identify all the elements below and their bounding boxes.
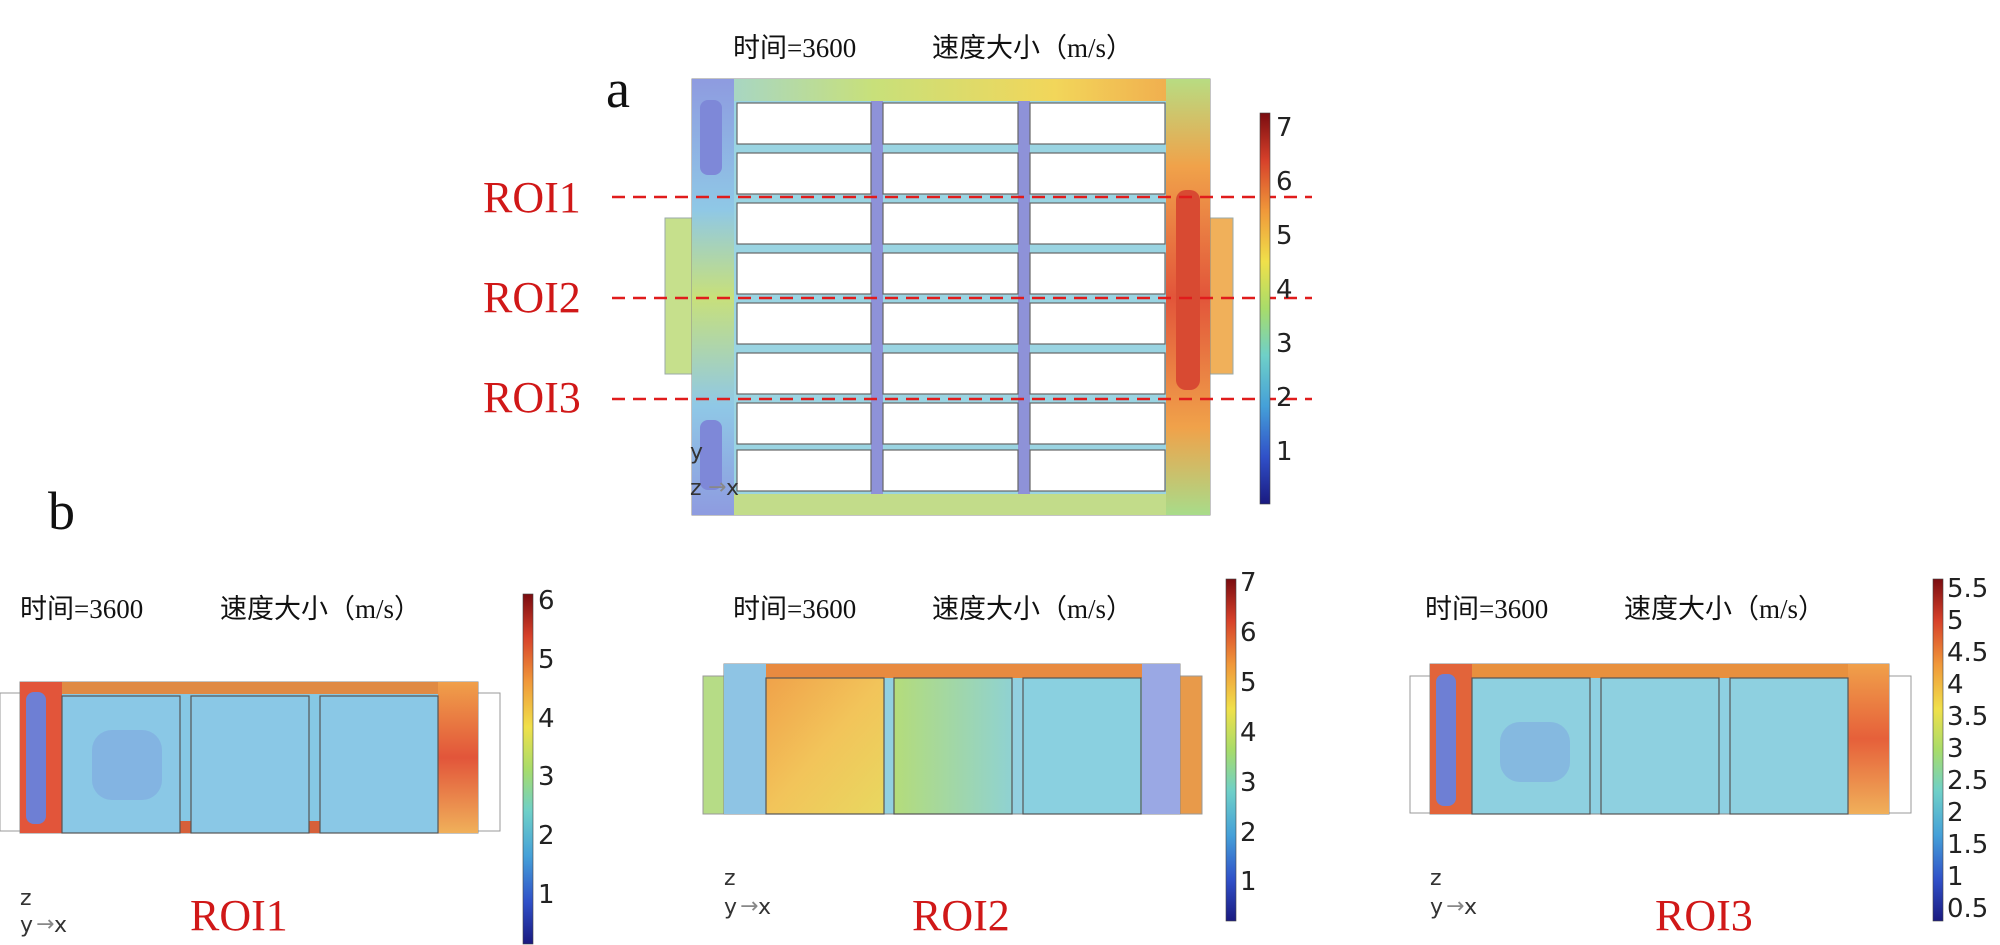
roi3-tick-4: 4	[1947, 670, 1964, 700]
panel-a-tick-7: 7	[1276, 113, 1293, 143]
roi3-tick-1-5: 1.5	[1947, 830, 1989, 860]
roi2-caption: ROI2	[912, 891, 1010, 940]
panel-a-tick-3: 3	[1276, 329, 1293, 359]
roi3-tick-3: 3	[1947, 734, 1964, 764]
roi1-time-label: 时间=3600	[20, 594, 144, 624]
panel-b-letter: b	[48, 481, 75, 541]
roi1-axis-arrow: →	[36, 912, 55, 937]
roi1-tick-4: 4	[538, 704, 555, 734]
roi3-axis-origin: y	[1430, 895, 1444, 920]
roi3-quantity-label: 速度大小（m/s）	[1624, 594, 1826, 624]
roi3-axis-arrow: →	[1446, 894, 1465, 919]
roi2-tick-2: 2	[1240, 818, 1257, 848]
panel-a-tick-5: 5	[1276, 221, 1293, 251]
roi3-axis-up: z	[1430, 866, 1442, 891]
roi2-time-label: 时间=3600	[733, 594, 857, 624]
roi3-tick-1: 1	[1947, 862, 1964, 892]
roi2-tick-1: 1	[1240, 867, 1257, 897]
roi2-tick-7: 7	[1240, 568, 1257, 598]
roi1-axis-right: x	[54, 913, 68, 938]
roi3-tick-2: 2	[1947, 798, 1964, 828]
roi3-tick-0-5: 0.5	[1947, 894, 1989, 924]
roi1-axis-up: z	[20, 886, 32, 911]
panel-a-colorbar	[1259, 112, 1271, 505]
roi1-tick-3: 3	[538, 762, 555, 792]
roi1-tick-1: 1	[538, 880, 555, 910]
panel-a-letter: a	[606, 59, 630, 119]
panel-a-axis-arrow: →	[708, 475, 727, 500]
roi2-axis-origin: y	[724, 895, 738, 920]
panel-a-axis-origin: z	[690, 476, 702, 501]
panel-a-roi3-label: ROI3	[483, 373, 581, 422]
roi3-tick-5: 5	[1947, 606, 1964, 636]
roi3-caption: ROI3	[1655, 891, 1753, 940]
roi3-colorbar	[1932, 578, 1944, 922]
roi1-tick-2: 2	[538, 821, 555, 851]
panel-a-tick-4: 4	[1276, 275, 1293, 305]
roi3-tick-3-5: 3.5	[1947, 702, 1989, 732]
roi3-tick-5-5: 5.5	[1947, 574, 1989, 604]
panel-a-tick-2: 2	[1276, 383, 1293, 413]
roi1-caption: ROI1	[190, 891, 288, 940]
roi1-tick-5: 5	[538, 645, 555, 675]
roi1-quantity-label: 速度大小（m/s）	[220, 594, 422, 624]
roi1-axis-origin: y	[20, 913, 34, 938]
roi2-axis-arrow: →	[740, 894, 759, 919]
panel-a-roi2-label: ROI2	[483, 273, 581, 322]
roi2-tick-4: 4	[1240, 718, 1257, 748]
roi3-tick-4-5: 4.5	[1947, 638, 1989, 668]
roi2-tick-5: 5	[1240, 668, 1257, 698]
roi3-axis-right: x	[1464, 895, 1478, 920]
roi2-axis-up: z	[724, 866, 736, 891]
roi3-tick-2-5: 2.5	[1947, 766, 1989, 796]
panel-a-roi1-label: ROI1	[483, 173, 581, 222]
roi1-tick-6: 6	[538, 586, 555, 616]
panel-a-quantity-label: 速度大小（m/s）	[932, 33, 1134, 63]
roi1-colorbar	[522, 593, 534, 945]
roi2-axis-right: x	[758, 895, 772, 920]
panel-a-axis-up: y	[690, 440, 704, 465]
roi2-tick-6: 6	[1240, 618, 1257, 648]
roi2-colorbar	[1225, 578, 1237, 922]
panel-a-time-label: 时间=3600	[733, 33, 857, 63]
panel-a-tick-1: 1	[1276, 437, 1293, 467]
panel-a-tick-6: 6	[1276, 167, 1293, 197]
roi2-quantity-label: 速度大小（m/s）	[932, 594, 1134, 624]
panel-a-axis-right: x	[726, 476, 740, 501]
roi3-time-label: 时间=3600	[1425, 594, 1549, 624]
roi2-tick-3: 3	[1240, 768, 1257, 798]
